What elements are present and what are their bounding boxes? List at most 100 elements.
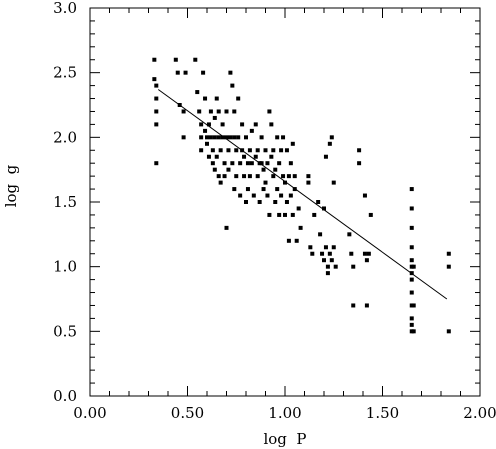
data-point: [284, 148, 289, 153]
data-point: [232, 109, 237, 114]
data-point: [232, 187, 237, 192]
data-point: [351, 264, 356, 269]
data-point: [323, 245, 328, 250]
data-point: [296, 206, 301, 211]
data-point: [275, 187, 280, 192]
data-point: [277, 161, 282, 166]
data-point: [279, 148, 284, 153]
regression-line: [157, 89, 448, 300]
data-point: [226, 148, 231, 153]
data-point: [261, 167, 266, 172]
data-point: [269, 154, 274, 159]
data-point: [362, 251, 367, 256]
data-point: [284, 200, 289, 204]
data-point: [175, 70, 180, 75]
data-point: [240, 122, 245, 127]
data-point: [197, 109, 202, 114]
data-point: [255, 148, 260, 153]
data-point: [259, 135, 264, 140]
x-axis-title: log P: [263, 430, 306, 448]
data-point: [249, 161, 254, 166]
data-point: [154, 122, 159, 127]
data-point: [323, 154, 328, 159]
data-point: [238, 193, 243, 198]
data-point: [222, 161, 227, 166]
data-point: [271, 148, 276, 153]
data-point: [199, 135, 204, 140]
data-point: [245, 187, 250, 192]
data-point: [312, 212, 317, 217]
y-tick-label: 1.5: [53, 193, 77, 211]
data-point: [195, 90, 200, 95]
data-point: [281, 174, 286, 179]
data-point: [294, 238, 299, 243]
data-point: [446, 251, 451, 256]
axis-ticks: [89, 7, 481, 397]
data-point: [281, 135, 286, 140]
data-point: [347, 232, 352, 237]
data-point: [351, 303, 356, 308]
data-point: [218, 180, 223, 185]
data-point: [208, 109, 213, 114]
data-point: [288, 193, 293, 198]
data-point: [411, 329, 416, 334]
data-point: [224, 135, 229, 140]
data-point: [366, 251, 371, 256]
data-point: [242, 154, 247, 159]
data-point: [154, 161, 159, 166]
data-point: [322, 206, 326, 211]
data-point: [290, 141, 295, 146]
data-point: [306, 174, 311, 179]
data-point: [216, 135, 221, 140]
data-point: [212, 115, 217, 120]
data-point: [259, 161, 264, 166]
data-point: [181, 135, 186, 140]
data-point: [210, 161, 215, 166]
data-point: [253, 122, 258, 127]
data-point: [277, 212, 282, 217]
data-point: [286, 238, 291, 243]
data-point: [409, 277, 414, 282]
data-point: [228, 70, 233, 75]
data-point: [364, 303, 369, 308]
data-point: [255, 174, 260, 179]
data-point: [290, 212, 295, 217]
data-point: [236, 135, 241, 140]
data-point: [216, 109, 221, 114]
data-point: [173, 57, 178, 62]
data-point: [409, 290, 414, 295]
data-point: [329, 258, 334, 263]
data-point: [318, 232, 323, 237]
data-point: [283, 212, 287, 217]
data-point: [199, 122, 204, 127]
data-point: [206, 154, 211, 159]
data-point: [230, 83, 235, 88]
data-point: [261, 187, 266, 192]
data-point: [298, 225, 303, 230]
data-point: [232, 135, 237, 140]
y-tick-label: 2.0: [53, 128, 77, 146]
data-point: [230, 161, 235, 166]
data-point: [446, 329, 451, 334]
data-point: [154, 96, 159, 101]
data-point: [409, 322, 414, 327]
data-point: [183, 70, 188, 75]
data-point: [236, 96, 241, 101]
data-point: [154, 109, 159, 114]
y-tick-label: 2.5: [53, 64, 77, 82]
data-point: [234, 174, 239, 179]
data-point: [322, 258, 326, 263]
data-point: [244, 135, 248, 140]
data-point: [205, 135, 209, 140]
data-point: [249, 128, 254, 133]
data-point: [333, 264, 338, 269]
data-point: [286, 174, 291, 179]
data-point: [310, 251, 315, 256]
data-point: [409, 316, 414, 321]
data-point: [245, 161, 250, 166]
data-point: [409, 206, 414, 211]
data-point: [446, 264, 451, 269]
data-point: [368, 212, 373, 217]
y-axis-title: log g: [2, 164, 20, 207]
data-point: [279, 193, 284, 198]
